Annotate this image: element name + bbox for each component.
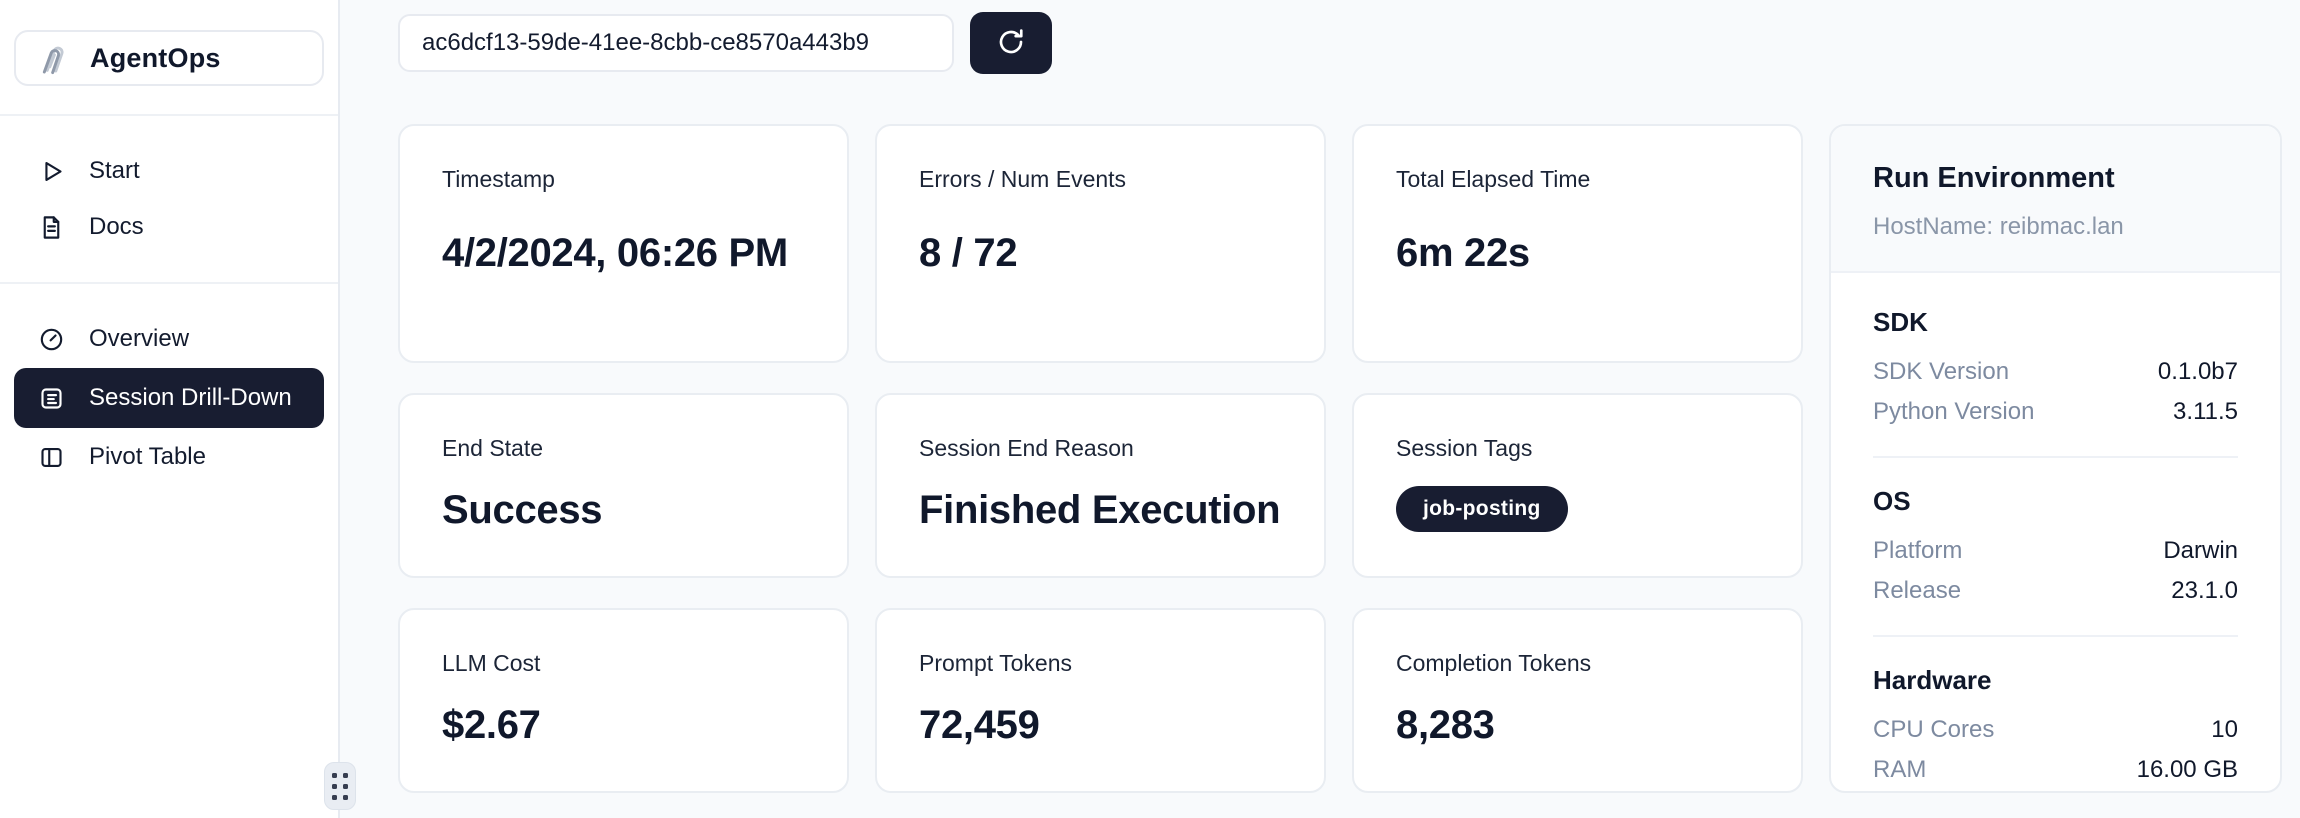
sidebar-item-label: Docs	[89, 213, 144, 240]
section-heading: SDK	[1873, 307, 1928, 337]
document-icon	[38, 214, 65, 241]
card-value: 4/2/2024, 06:26 PM	[442, 231, 788, 275]
row-value: 23.1.0	[2171, 577, 2238, 604]
session-card-icon	[38, 385, 65, 412]
play-icon	[38, 158, 65, 185]
sidebar-item-label: Overview	[89, 325, 190, 352]
env-section-sdk: SDK SDK Version 0.1.0b7 Python Version 3…	[1873, 307, 2238, 458]
run-environment-panel: Run Environment HostName: reibmac.lan SD…	[1829, 124, 2282, 793]
card-label: LLM Cost	[442, 650, 541, 676]
card-label: Errors / Num Events	[919, 166, 1127, 192]
card-total-elapsed-time: Total Elapsed Time 6m 22s	[1352, 124, 1803, 363]
hostname-text: HostName: reibmac.lan	[1873, 213, 2124, 240]
stat-card-grid: Timestamp 4/2/2024, 06:26 PM Errors / Nu…	[398, 124, 1803, 793]
card-end-state: End State Success	[398, 393, 849, 578]
row-value: Darwin	[2163, 537, 2238, 564]
row-label: Python Version	[1873, 398, 2035, 425]
sidebar-item-label: Start	[89, 157, 140, 184]
card-label: Session End Reason	[919, 435, 1134, 461]
card-label: End State	[442, 435, 544, 461]
sidebar-item-label: Session Drill-Down	[89, 384, 292, 411]
section-heading: Hardware	[1873, 665, 1992, 695]
row-value: 16.00 GB	[2136, 756, 2238, 783]
sidebar: AgentOps Start Docs	[0, 0, 340, 818]
env-row-release: Release 23.1.0	[1873, 571, 2238, 611]
card-llm-cost: LLM Cost $2.67	[398, 608, 849, 793]
card-session-end-reason: Session End Reason Finished Execution	[875, 393, 1326, 578]
sidebar-item-docs[interactable]: Docs	[14, 200, 324, 254]
row-value: 0.1.0b7	[2157, 358, 2238, 385]
run-environment-title: Run Environment	[1873, 162, 2115, 194]
card-label: Session Tags	[1396, 435, 1533, 461]
env-row-platform: Platform Darwin	[1873, 531, 2238, 571]
card-value: $2.67	[442, 703, 541, 747]
agentops-logo[interactable]: AgentOps	[14, 30, 324, 86]
content-row: Timestamp 4/2/2024, 06:26 PM Errors / Nu…	[398, 124, 2282, 793]
run-environment-body: SDK SDK Version 0.1.0b7 Python Version 3…	[1831, 273, 2280, 790]
card-label: Prompt Tokens	[919, 650, 1072, 676]
sidebar-divider	[0, 282, 338, 284]
sidebar-item-label: Pivot Table	[89, 443, 206, 470]
row-value: 10	[2211, 716, 2238, 743]
card-session-tags: Session Tags job-posting	[1352, 393, 1803, 578]
card-value: Finished Execution	[919, 488, 1281, 532]
env-row-python-version: Python Version 3.11.5	[1873, 392, 2238, 432]
env-section-hardware: Hardware CPU Cores 10 RAM 16.00 GB	[1873, 665, 2238, 790]
row-label: Release	[1873, 577, 1962, 604]
sidebar-item-start[interactable]: Start	[14, 144, 324, 198]
logo-text: AgentOps	[90, 42, 221, 73]
card-value: 72,459	[919, 703, 1040, 747]
sidebar-item-pivot-table[interactable]: Pivot Table	[14, 430, 324, 484]
section-heading: OS	[1873, 486, 1911, 516]
session-toolbar	[398, 12, 2282, 74]
card-value: 8,283	[1396, 703, 1495, 747]
sidebar-item-session-drill-down[interactable]: Session Drill-Down	[14, 368, 324, 428]
card-value: 8 / 72	[919, 231, 1018, 275]
agentops-paperclip-icon	[34, 40, 74, 76]
sidebar-divider	[0, 114, 338, 116]
row-label: CPU Cores	[1873, 716, 1995, 743]
card-label: Completion Tokens	[1396, 650, 1592, 676]
main-content: Timestamp 4/2/2024, 06:26 PM Errors / Nu…	[340, 0, 2300, 818]
sidebar-item-overview[interactable]: Overview	[14, 312, 324, 366]
sidebar-resize-handle[interactable]	[324, 762, 356, 810]
env-row-ram: RAM 16.00 GB	[1873, 750, 2238, 790]
row-value: 3.11.5	[2173, 398, 2238, 425]
row-label: Platform	[1873, 537, 1963, 564]
card-timestamp: Timestamp 4/2/2024, 06:26 PM	[398, 124, 849, 363]
section-divider	[1873, 635, 2238, 637]
section-divider	[1873, 456, 2238, 458]
pivot-layout-icon	[38, 444, 65, 471]
env-section-os: OS Platform Darwin Release 23.1.0	[1873, 486, 2238, 637]
card-value: 6m 22s	[1396, 231, 1530, 275]
refresh-button[interactable]	[970, 12, 1052, 74]
env-row-cpu-cores: CPU Cores 10	[1873, 710, 2238, 750]
card-value: Success	[442, 488, 603, 532]
refresh-icon	[995, 26, 1027, 61]
env-row-sdk-version: SDK Version 0.1.0b7	[1873, 352, 2238, 392]
row-label: RAM	[1873, 756, 1927, 783]
gauge-icon	[38, 326, 65, 353]
row-label: SDK Version	[1873, 358, 2010, 385]
card-label: Timestamp	[442, 166, 555, 192]
card-errors-num-events: Errors / Num Events 8 / 72	[875, 124, 1326, 363]
card-completion-tokens: Completion Tokens 8,283	[1352, 608, 1803, 793]
card-label: Total Elapsed Time	[1396, 166, 1591, 192]
run-environment-header: Run Environment HostName: reibmac.lan	[1831, 126, 2280, 273]
session-tag-badge: job-posting	[1396, 486, 1568, 532]
session-id-input[interactable]	[398, 14, 954, 72]
card-prompt-tokens: Prompt Tokens 72,459	[875, 608, 1326, 793]
